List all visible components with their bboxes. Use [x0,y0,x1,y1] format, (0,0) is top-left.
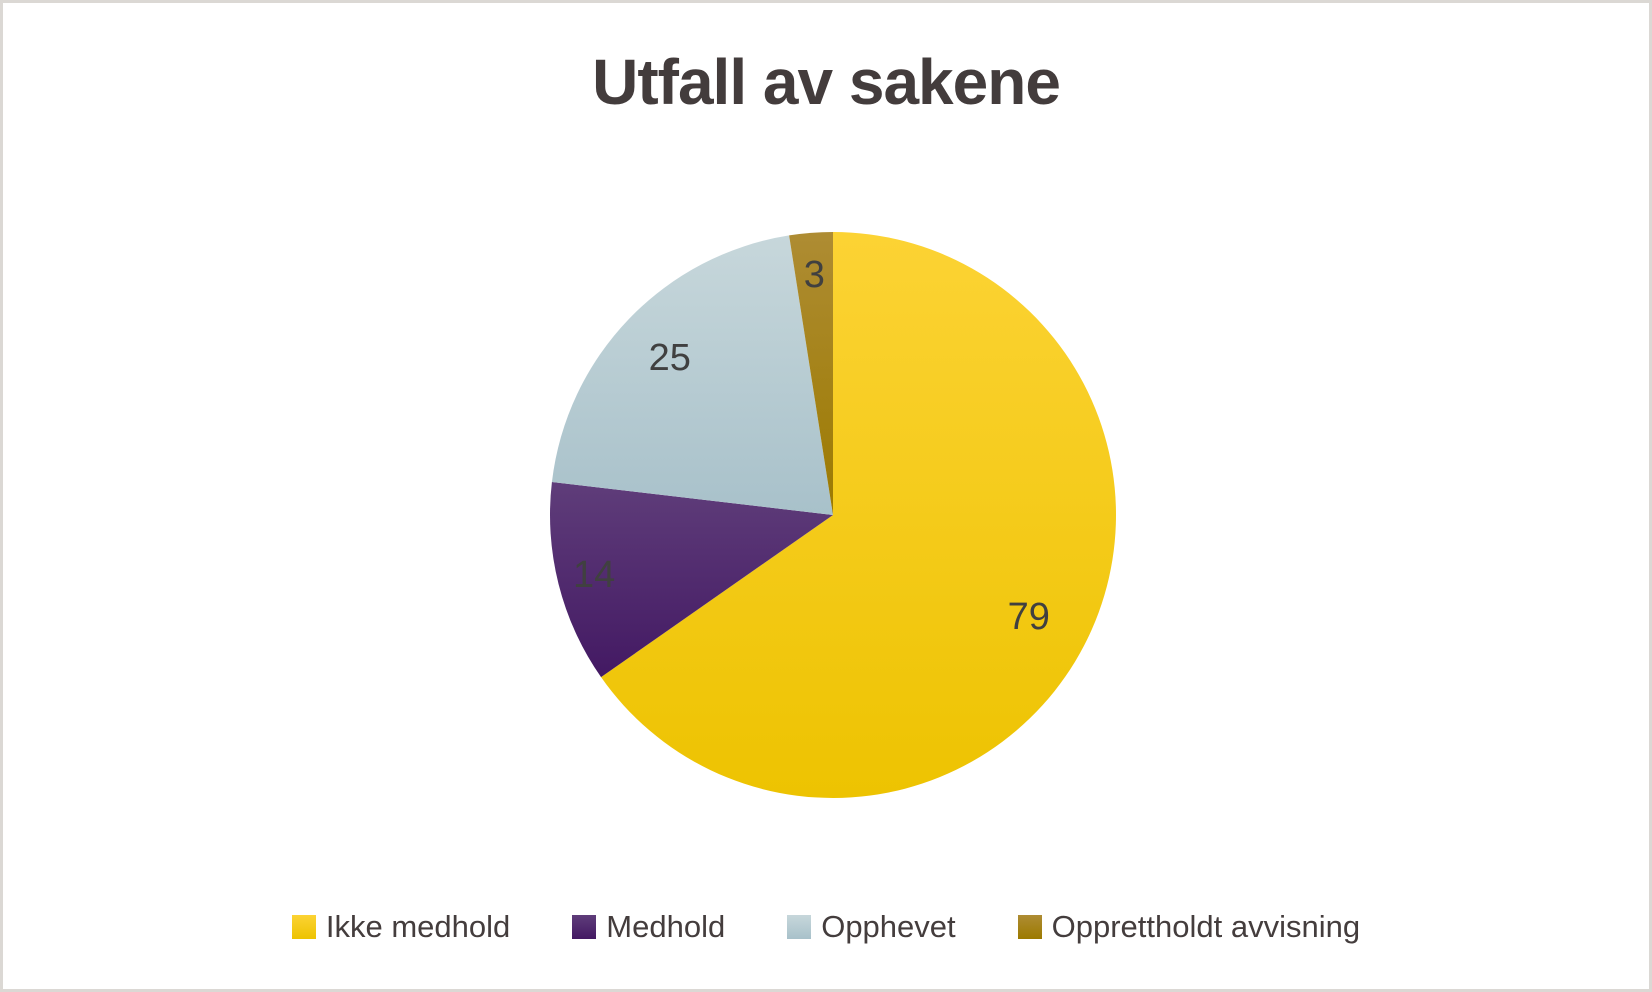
legend: Ikke medhold Medhold Opphevet Opprettholdt … [3,909,1649,945]
data-label-opphevet: 25 [649,337,691,379]
pie-slice-opphevet [551,235,833,515]
chart-title: Utfall av sakene [592,46,1061,118]
legend-item-medhold: Medhold [572,909,725,945]
legend-swatch-dark-gold [1017,915,1042,939]
legend-label: Medhold [606,909,726,944]
legend-swatch-yellow [291,915,316,939]
data-label-medhold: 14 [573,554,615,596]
legend-item-opprettholdt-avvisning: Opprettholdt avvisning [1017,909,1361,945]
pie-slice-medhold [550,482,833,678]
legend-label: Opphevet [821,909,956,944]
legend-item-ikke-medhold: Ikke medhold [291,909,511,945]
legend-swatch-dark-purple [572,915,597,939]
legend-label: Opprettholdt avvisning [1051,909,1361,944]
legend-swatch-light-blue [787,915,812,939]
pie-slice-opprettholdt-avvisning [789,232,833,515]
data-label-ikke-medhold: 79 [1008,596,1050,638]
pie-chart: 79 14 25 3 [550,232,1117,798]
pie-slice-ikke-medhold [601,232,1117,798]
data-label-opprettholdt-avvisning: 3 [804,254,825,296]
legend-label: Ikke medhold [325,909,511,944]
legend-item-opphevet: Opphevet [787,909,956,945]
